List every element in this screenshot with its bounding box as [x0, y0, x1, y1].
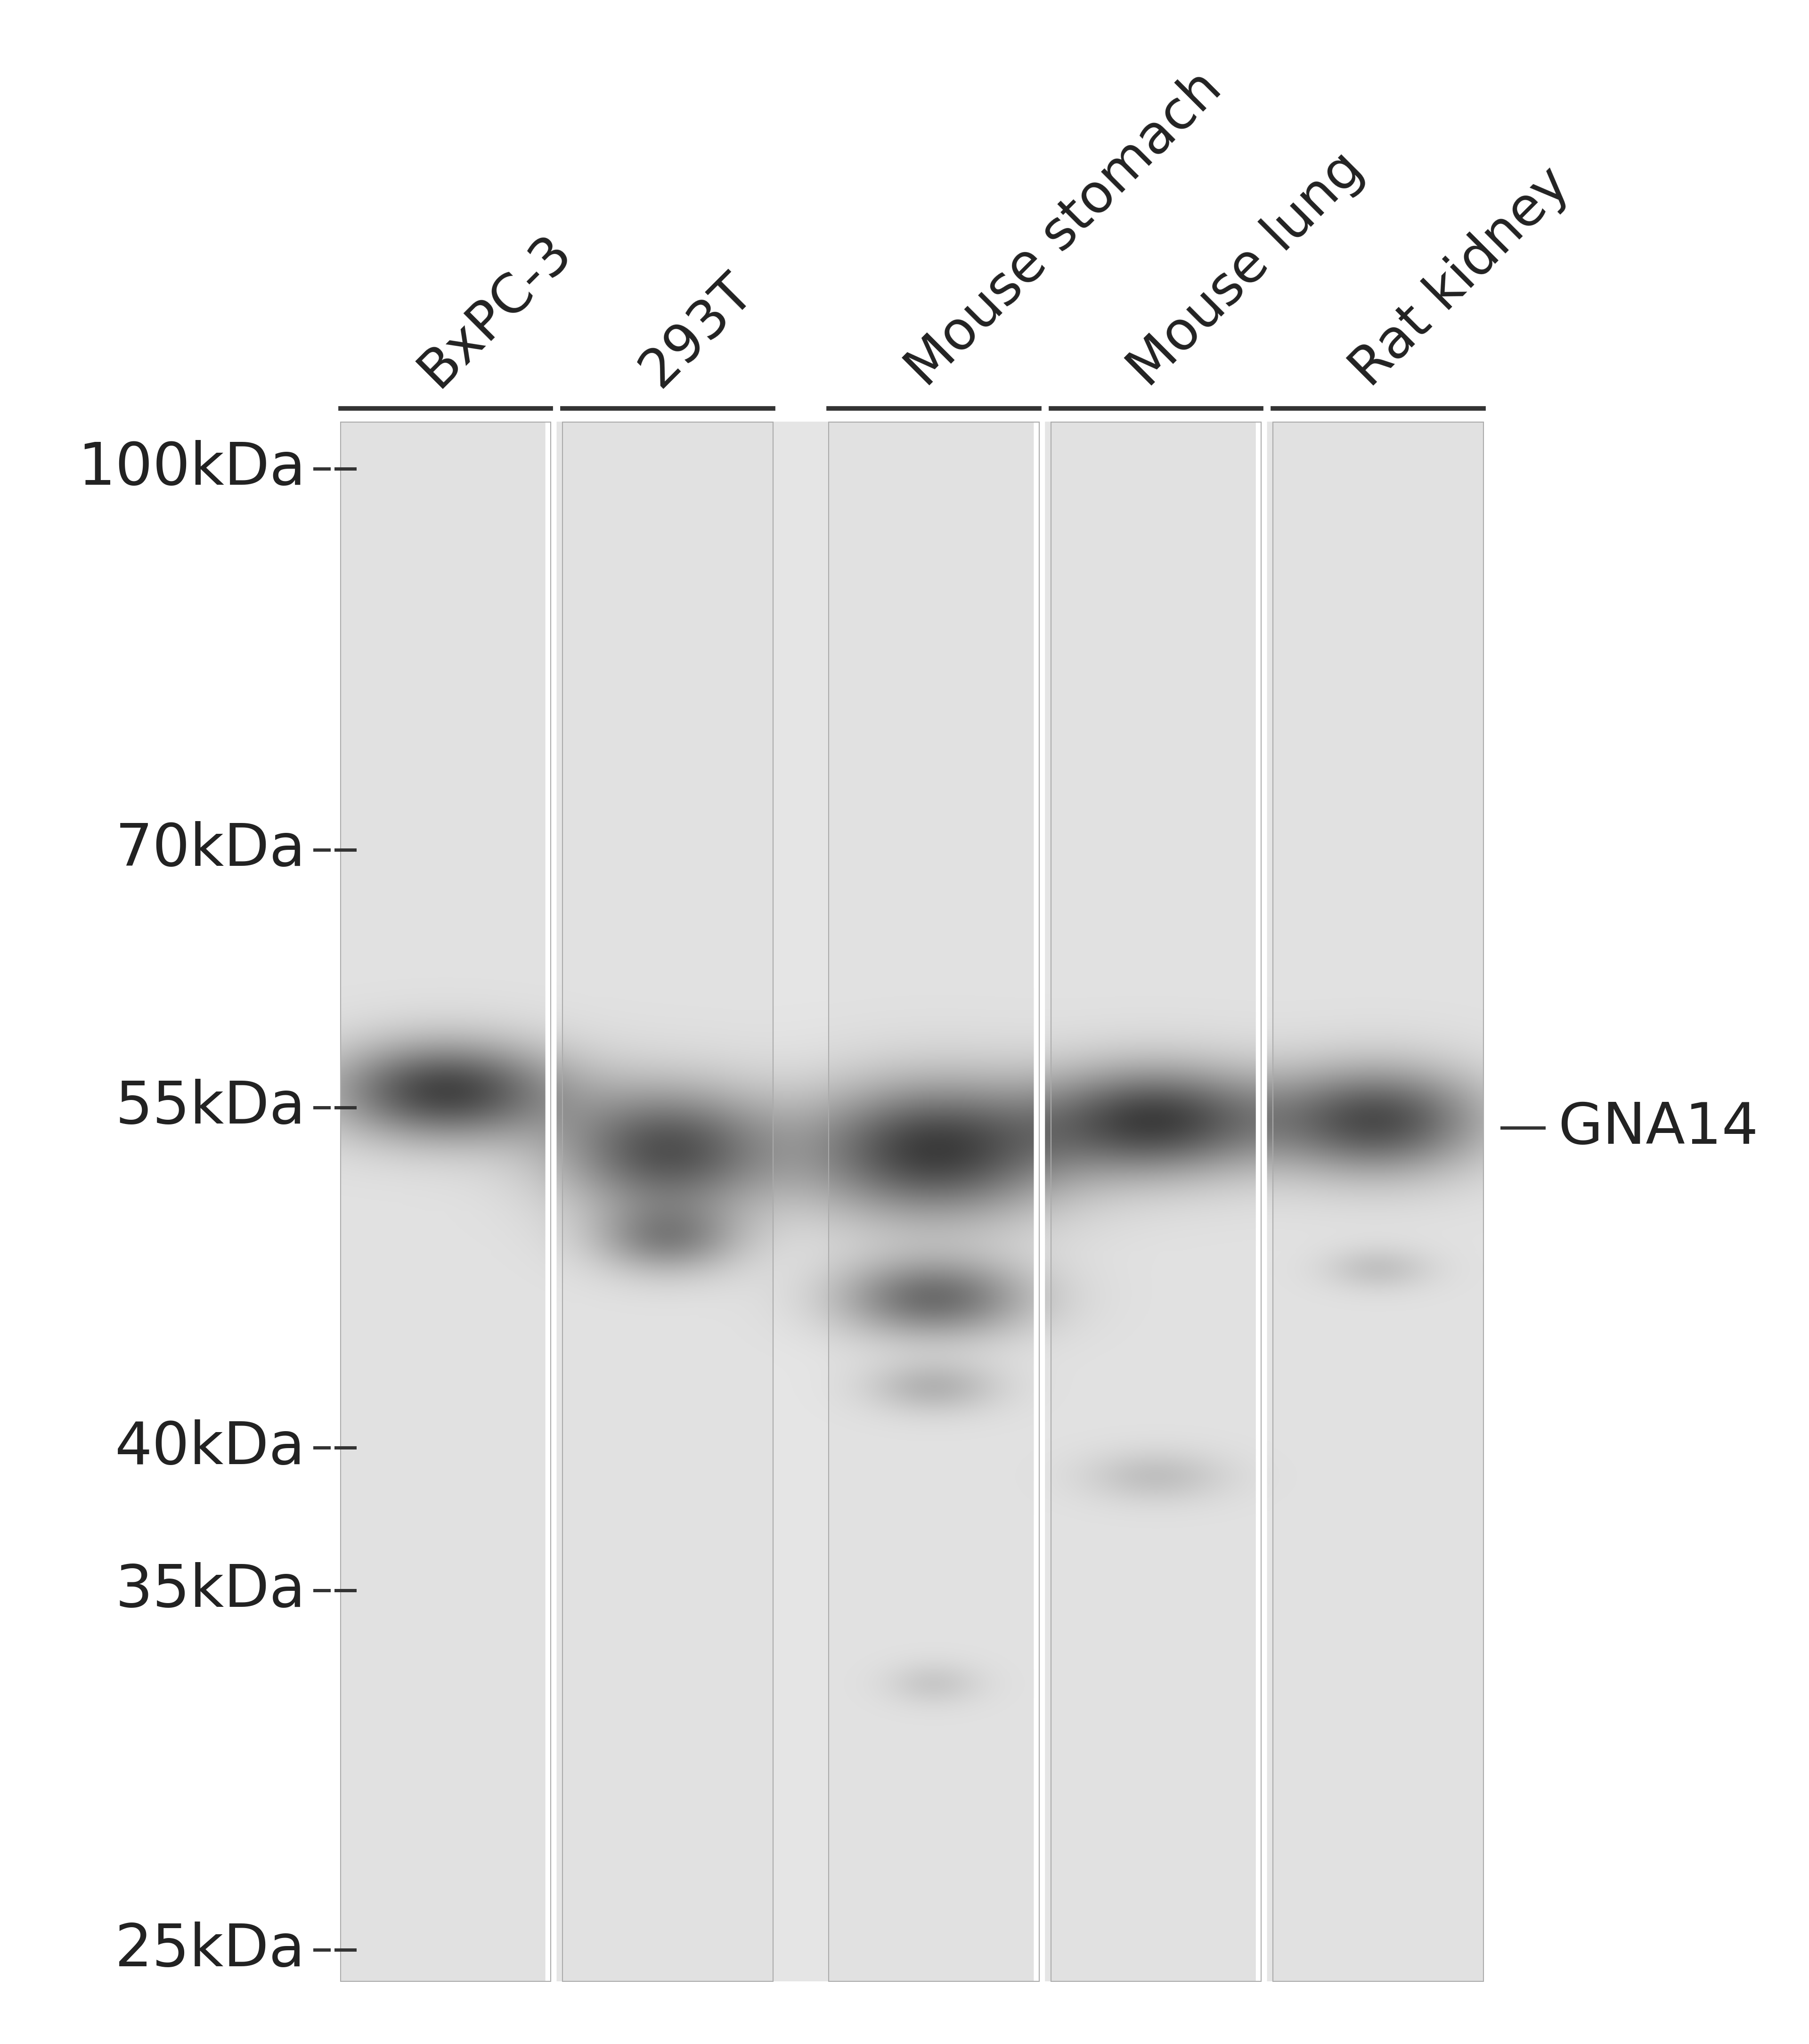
Text: 35kDa: 35kDa: [116, 1562, 306, 1619]
Text: 40kDa: 40kDa: [116, 1419, 306, 1476]
Text: 100kDa: 100kDa: [78, 439, 306, 497]
Bar: [829, 421, 1038, 1981]
Text: Mouse lung: Mouse lung: [1120, 143, 1373, 397]
Text: BxPC-3: BxPC-3: [409, 225, 581, 397]
Text: 293T: 293T: [631, 264, 763, 397]
Text: Rat kidney: Rat kidney: [1340, 157, 1581, 397]
Bar: [1274, 421, 1483, 1981]
Text: Mouse stomach: Mouse stomach: [897, 61, 1232, 397]
Bar: [563, 421, 772, 1981]
Bar: [340, 421, 552, 1981]
Text: 70kDa: 70kDa: [116, 822, 306, 879]
Text: 55kDa: 55kDa: [116, 1079, 306, 1136]
Text: 25kDa: 25kDa: [116, 1921, 306, 1979]
Text: GNA14: GNA14: [1558, 1100, 1758, 1155]
Bar: [1051, 421, 1261, 1981]
